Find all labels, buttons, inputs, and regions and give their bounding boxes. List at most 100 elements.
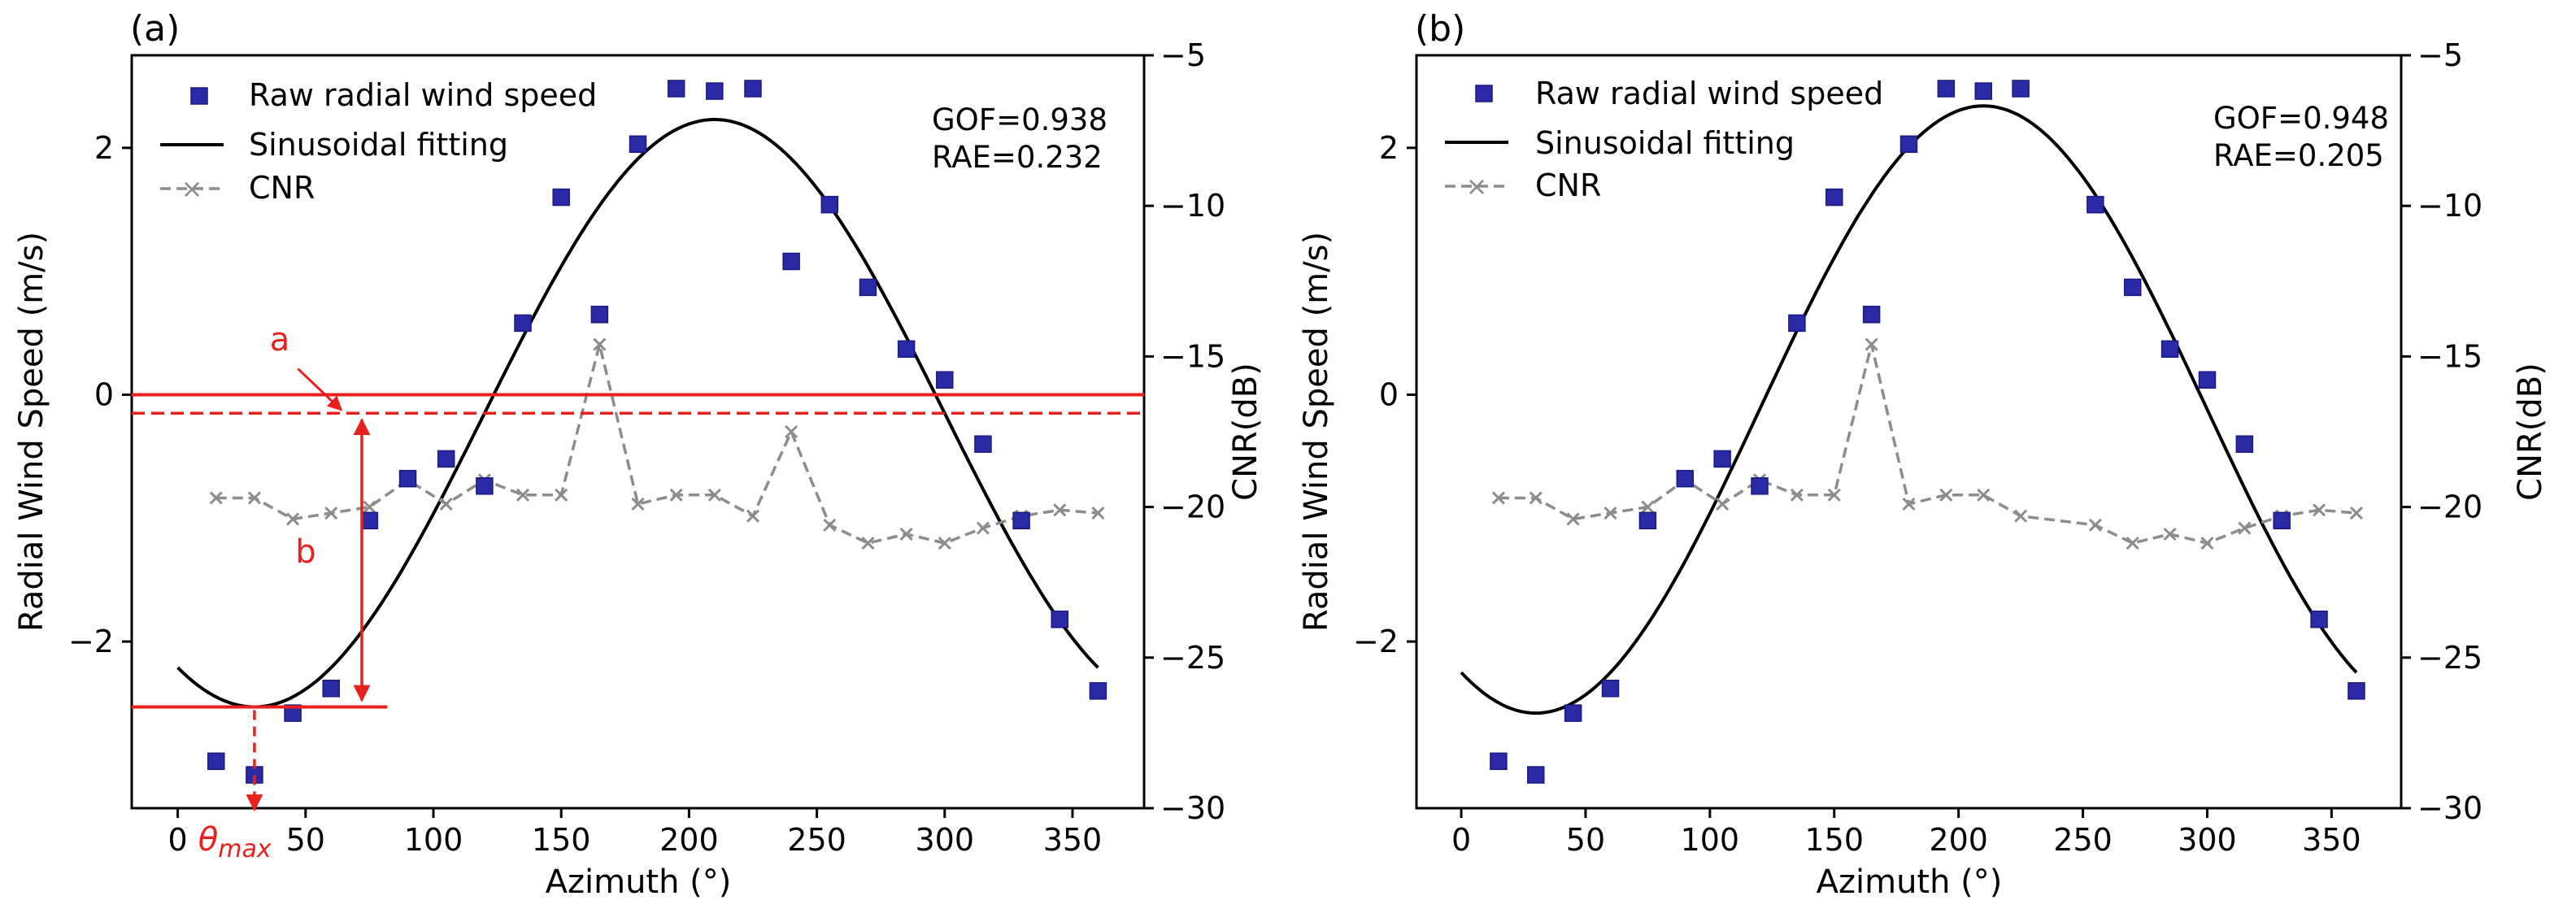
x-tick-label: 50 bbox=[1566, 822, 1605, 858]
scatter-point bbox=[2086, 195, 2104, 214]
scatter-point bbox=[1713, 450, 1731, 468]
y2-tick-label: −20 bbox=[1160, 489, 1225, 525]
scatter-point bbox=[360, 511, 379, 530]
cnr-line bbox=[1498, 344, 2357, 545]
theta-symbol: θ bbox=[198, 821, 218, 859]
cnr-point bbox=[324, 506, 338, 520]
scatter-point bbox=[744, 80, 762, 98]
y2-tick-label: −10 bbox=[1160, 188, 1225, 224]
y-tick-label: 2 bbox=[94, 130, 114, 166]
annotation-a-label: a bbox=[270, 321, 290, 359]
scatter-point bbox=[207, 752, 225, 771]
x-tick-label: 50 bbox=[286, 822, 325, 858]
scatter-point bbox=[1899, 135, 1918, 154]
legend-fit-label: Sinusoidal fitting bbox=[1535, 125, 1795, 161]
y2-axis-label: CNR(dB) bbox=[2512, 363, 2549, 501]
scatter-point bbox=[1051, 610, 1068, 628]
x-axis-label: Azimuth (°) bbox=[1817, 863, 2003, 901]
panel-label: (b) bbox=[1415, 8, 1465, 50]
cnr-point bbox=[2349, 506, 2364, 520]
cnr-point bbox=[785, 424, 798, 439]
scatter-point bbox=[2310, 610, 2328, 628]
cnr-point bbox=[555, 488, 568, 502]
cnr-point bbox=[1053, 503, 1067, 517]
x-tick-label: 100 bbox=[404, 822, 463, 858]
cnr-point bbox=[516, 488, 530, 502]
gof-stat: GOF=0.938 bbox=[932, 102, 1107, 137]
scatter-point bbox=[1788, 314, 1806, 333]
legend: Raw radial wind speed Sinusoidal fitting… bbox=[1445, 76, 1883, 203]
cnr-point bbox=[746, 509, 760, 523]
y-axis-label: Radial Wind Speed (m/s) bbox=[1298, 232, 1335, 632]
scatter-point bbox=[514, 314, 532, 333]
cnr-point bbox=[1790, 488, 1804, 502]
x-axis-ticks: 0 50 100 150 200 250 300 350 bbox=[168, 808, 1102, 858]
y2-tick-label: −10 bbox=[2417, 188, 2482, 224]
y-tick-label: 2 bbox=[1379, 130, 1399, 166]
x-tick-label: 250 bbox=[787, 822, 846, 858]
x-tick-label: 150 bbox=[532, 822, 591, 858]
cnr-point bbox=[2163, 527, 2177, 541]
cnr-point bbox=[669, 488, 683, 502]
rae-stat: RAE=0.205 bbox=[2213, 138, 2384, 173]
panel-label: (a) bbox=[130, 8, 180, 50]
legend-scatter-marker bbox=[1475, 85, 1493, 102]
legend-cnr-marker: × bbox=[181, 173, 203, 204]
cnr-point bbox=[2238, 521, 2252, 535]
x-tick-label: 250 bbox=[2053, 822, 2113, 858]
y2-tick-label: −30 bbox=[1160, 790, 1225, 826]
cnr-line bbox=[215, 344, 1099, 545]
x-tick-label: 200 bbox=[1929, 822, 1988, 858]
cnr-point bbox=[1902, 497, 1916, 511]
scatter-point bbox=[782, 252, 800, 271]
y-tick-label: −2 bbox=[68, 624, 114, 659]
legend-cnr-label: CNR bbox=[1535, 167, 1601, 203]
x-tick-label: 300 bbox=[2178, 822, 2237, 858]
theta-max-label: θmax bbox=[198, 821, 272, 863]
cnr-point bbox=[2200, 536, 2214, 550]
y-tick-label: 0 bbox=[94, 376, 114, 412]
y2-tick-label: −5 bbox=[2417, 37, 2463, 73]
cnr-point bbox=[247, 491, 261, 505]
x-tick-label: 0 bbox=[1451, 822, 1471, 858]
scatter-point bbox=[1862, 306, 1881, 324]
x-tick-label: 300 bbox=[916, 822, 975, 858]
scatter-point bbox=[1564, 704, 1582, 722]
legend-scatter-label: Raw radial wind speed bbox=[249, 77, 597, 113]
scatter-point bbox=[322, 680, 340, 698]
scatter-point bbox=[897, 340, 916, 359]
annotation-a-arrow bbox=[297, 367, 343, 411]
cnr-point bbox=[1716, 497, 1730, 511]
scatter-point bbox=[398, 469, 417, 488]
x-axis-ticks: 0 50 100 150 200 250 300 350 bbox=[1451, 808, 2361, 858]
plot-frame bbox=[1415, 54, 2403, 810]
scatter-point bbox=[1012, 511, 1030, 530]
cnr-point bbox=[2014, 509, 2028, 523]
cnr-point bbox=[286, 512, 300, 526]
y2-tick-label: −20 bbox=[2417, 489, 2482, 525]
y2-tick-label: −15 bbox=[1160, 338, 1225, 374]
x-tick-label: 100 bbox=[1681, 822, 1740, 858]
legend-scatter-label: Raw radial wind speed bbox=[1535, 76, 1883, 111]
scatter-point bbox=[2235, 435, 2254, 453]
x-tick-label: 150 bbox=[1804, 822, 1864, 858]
theta-subscript: max bbox=[218, 835, 272, 863]
scatter-point bbox=[667, 80, 685, 98]
cnr-point bbox=[899, 527, 913, 541]
y-tick-label: 0 bbox=[1379, 376, 1399, 412]
scatter-point bbox=[1601, 680, 1620, 698]
cnr-point bbox=[1603, 506, 1617, 520]
scatter-point bbox=[2012, 80, 2030, 98]
x-tick-label: 350 bbox=[1043, 822, 1103, 858]
scatter-point bbox=[437, 450, 455, 468]
cnr-point bbox=[861, 536, 875, 550]
x-axis-label: Azimuth (°) bbox=[546, 863, 732, 901]
scatter-point bbox=[2160, 340, 2179, 359]
cnr-point bbox=[439, 497, 453, 511]
cnr-point bbox=[823, 518, 837, 532]
cnr-point bbox=[631, 497, 645, 511]
cnr-point bbox=[1529, 491, 1543, 505]
y2-axis-ticks: −30 −25 −20 −15 −10 −5 bbox=[2401, 37, 2482, 826]
cnr-point bbox=[2126, 536, 2139, 550]
scatter-point bbox=[2198, 371, 2217, 389]
